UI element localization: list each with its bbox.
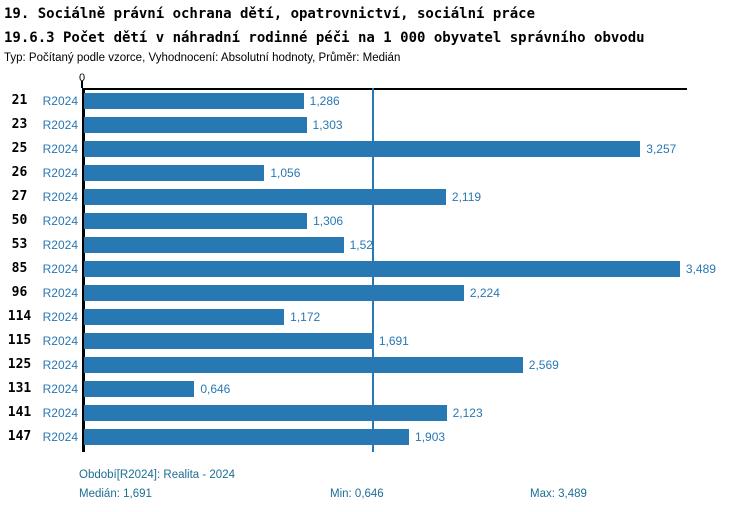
row-category-label: 147: [7, 429, 32, 444]
row-series-label: R2024: [42, 118, 78, 132]
footer-min-label: Min: 0,646: [330, 488, 384, 500]
chart-row: 85 R2024 3,489: [0, 261, 750, 277]
chart-row: 26 R2024 1,056: [0, 165, 750, 181]
bar-value-label: 2,119: [451, 190, 482, 204]
chart-row: 53 R2024 1,52: [0, 237, 750, 253]
bar: [84, 189, 446, 205]
bar: [84, 165, 265, 181]
chart-row: 50 R2024 1,306: [0, 213, 750, 229]
row-series-label: R2024: [42, 190, 78, 204]
x-axis-line: [82, 88, 687, 90]
row-category-label: 26: [11, 165, 28, 180]
chart-meta-line: Typ: Počítaný podle vzorce, Vyhodnocení:…: [4, 52, 401, 64]
row-series-label: R2024: [42, 142, 78, 156]
x-axis-zero-tick-mark: [81, 81, 83, 88]
bar: [84, 309, 285, 325]
chart-row: 131 R2024 0,646: [0, 381, 750, 397]
row-series-label: R2024: [42, 166, 78, 180]
row-series-label: R2024: [42, 430, 78, 444]
bar: [84, 141, 641, 157]
bar-value-label: 2,569: [528, 358, 559, 372]
footer-median-label: Medián: 1,691: [79, 488, 152, 500]
bar: [84, 357, 523, 373]
chart-row: 141 R2024 2,123: [0, 405, 750, 421]
bar-value-label: 1,52: [349, 238, 373, 252]
row-series-label: R2024: [42, 238, 78, 252]
row-category-label: 85: [11, 261, 28, 276]
chart-title-line1: 19. Sociálně právní ochrana dětí, opatro…: [4, 6, 536, 22]
bar-value-label: 3,489: [685, 262, 716, 276]
chart-title-line2: 19.6.3 Počet dětí v náhradní rodinné péč…: [4, 30, 645, 46]
bar-value-label: 1,691: [378, 334, 409, 348]
bar: [84, 285, 464, 301]
bar: [84, 333, 373, 349]
bar-value-label: 1,056: [270, 166, 301, 180]
bar: [84, 237, 344, 253]
row-series-label: R2024: [42, 262, 78, 276]
bar-value-label: 2,123: [452, 406, 483, 420]
bar: [84, 381, 195, 397]
row-category-label: 27: [11, 189, 28, 204]
bar: [84, 117, 307, 133]
row-series-label: R2024: [42, 358, 78, 372]
row-series-label: R2024: [42, 214, 78, 228]
bar-value-label: 1,303: [312, 118, 343, 132]
chart-row: 115 R2024 1,691: [0, 333, 750, 349]
row-category-label: 131: [7, 381, 32, 396]
row-category-label: 141: [7, 405, 32, 420]
bar: [84, 213, 308, 229]
row-category-label: 53: [11, 237, 28, 252]
chart-row: 27 R2024 2,119: [0, 189, 750, 205]
row-series-label: R2024: [42, 286, 78, 300]
chart-row: 114 R2024 1,172: [0, 309, 750, 325]
row-series-label: R2024: [42, 94, 78, 108]
row-category-label: 114: [7, 309, 32, 324]
bar-value-label: 0,646: [200, 382, 231, 396]
row-category-label: 115: [7, 333, 32, 348]
chart-row: 25 R2024 3,257: [0, 141, 750, 157]
chart-row: 147 R2024 1,903: [0, 429, 750, 445]
bar: [84, 405, 447, 421]
bar: [84, 93, 304, 109]
bar-value-label: 1,903: [415, 430, 446, 444]
row-category-label: 50: [11, 213, 28, 228]
chart-row: 125 R2024 2,569: [0, 357, 750, 373]
y-axis-line: [82, 88, 85, 452]
chart-row: 21 R2024 1,286: [0, 93, 750, 109]
bar: [84, 261, 680, 277]
row-series-label: R2024: [42, 310, 78, 324]
row-series-label: R2024: [42, 382, 78, 396]
bar-value-label: 1,306: [313, 214, 344, 228]
bar-value-label: 2,224: [469, 286, 500, 300]
row-category-label: 23: [11, 117, 28, 132]
chart-row: 23 R2024 1,303: [0, 117, 750, 133]
chart-row: 96 R2024 2,224: [0, 285, 750, 301]
row-series-label: R2024: [42, 334, 78, 348]
row-series-label: R2024: [42, 406, 78, 420]
row-category-label: 96: [11, 285, 28, 300]
bar: [84, 429, 410, 445]
x-axis-zero-tick-label: 0: [78, 72, 86, 84]
bar-value-label: 3,257: [646, 142, 677, 156]
footer-period-label: Období[R2024]: Realita - 2024: [79, 469, 235, 481]
row-category-label: 21: [11, 93, 28, 108]
row-category-label: 125: [7, 357, 32, 372]
footer-max-label: Max: 3,489: [530, 488, 587, 500]
bar-value-label: 1,172: [290, 310, 321, 324]
row-category-label: 25: [11, 141, 28, 156]
bar-value-label: 1,286: [309, 94, 340, 108]
